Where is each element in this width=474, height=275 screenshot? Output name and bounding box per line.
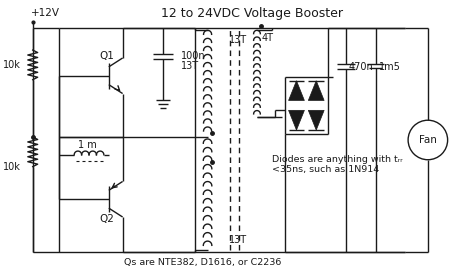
Text: 1 m: 1 m xyxy=(78,140,97,150)
Text: Diodes are anything with tᵣᵣ
<35ns, such as 1N914: Diodes are anything with tᵣᵣ <35ns, such… xyxy=(272,155,402,174)
Text: 100n: 100n xyxy=(181,51,206,62)
Text: 470n: 470n xyxy=(349,62,374,72)
Text: 10k: 10k xyxy=(3,162,21,172)
Text: +12V: +12V xyxy=(31,7,60,18)
Polygon shape xyxy=(308,110,324,130)
Text: 13T: 13T xyxy=(181,61,199,72)
Polygon shape xyxy=(289,110,304,130)
Text: Q2: Q2 xyxy=(99,214,114,224)
Text: 10k: 10k xyxy=(3,60,21,70)
Text: 1m5: 1m5 xyxy=(378,62,401,72)
Text: 13T: 13T xyxy=(229,235,247,245)
Text: Qs are NTE382, D1616, or C2236: Qs are NTE382, D1616, or C2236 xyxy=(124,258,281,267)
Text: Q1: Q1 xyxy=(99,51,114,61)
Text: Fan: Fan xyxy=(419,135,437,145)
Text: 4T: 4T xyxy=(262,33,274,43)
Text: 13T: 13T xyxy=(229,35,247,45)
Polygon shape xyxy=(289,81,304,100)
Polygon shape xyxy=(308,81,324,100)
Text: 12 to 24VDC Voltage Booster: 12 to 24VDC Voltage Booster xyxy=(161,7,343,20)
